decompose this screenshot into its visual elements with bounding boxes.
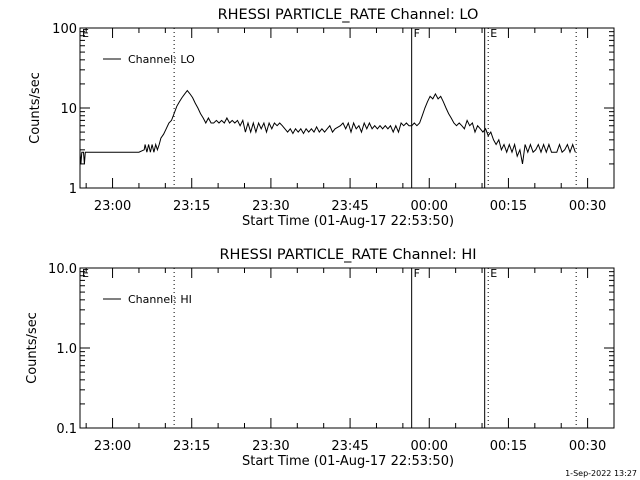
x-tick-label: 23:30 xyxy=(252,199,289,214)
x-tick-label: 00:15 xyxy=(490,439,527,454)
x-axis-label: Start Time (01-Aug-17 22:53:50) xyxy=(242,214,454,229)
x-tick-label: 23:45 xyxy=(331,199,368,214)
x-tick-label: 23:15 xyxy=(173,439,210,454)
plot-frame xyxy=(79,27,615,189)
y-axis-label: Counts/sec xyxy=(28,72,43,144)
x-tick-label: 23:45 xyxy=(331,439,368,454)
x-tick-label: 23:00 xyxy=(94,199,131,214)
x-tick-label: 23:30 xyxy=(252,439,289,454)
y-tick-label: 1.0 xyxy=(56,342,77,357)
x-tick-label: 23:00 xyxy=(94,439,131,454)
legend-entry: Channel: HI xyxy=(128,293,192,306)
footer-timestamp: 1-Sep-2022 13:27 xyxy=(565,469,637,478)
plot-frame xyxy=(79,267,615,429)
x-tick-label: 00:00 xyxy=(411,199,448,214)
event-marker-label: E xyxy=(490,267,497,280)
y-tick-label: 10.0 xyxy=(48,262,77,277)
y-tick-label: 100 xyxy=(52,22,77,37)
event-marker-label: E xyxy=(490,27,497,40)
legend-entry: Channel: LO xyxy=(128,53,195,66)
x-axis-label: Start Time (01-Aug-17 22:53:50) xyxy=(242,454,454,469)
event-marker-label: F xyxy=(414,27,420,40)
y-tick-label: 1 xyxy=(69,182,77,197)
y-tick-label: 10 xyxy=(60,102,77,117)
event-marker-label: F xyxy=(414,267,420,280)
x-tick-label: 00:30 xyxy=(569,439,606,454)
y-axis-label: Counts/sec xyxy=(25,312,40,384)
series-line xyxy=(79,89,576,164)
x-tick-label: 00:00 xyxy=(411,439,448,454)
event-marker-label: E xyxy=(82,267,89,280)
x-tick-label: 23:15 xyxy=(173,199,210,214)
x-tick-label: 00:15 xyxy=(490,199,527,214)
chart-title: RHESSI PARTICLE_RATE Channel: LO xyxy=(218,7,479,23)
panel-lo: RHESSI PARTICLE_RATE Channel: LO Start T… xyxy=(28,7,615,229)
y-tick-label: 0.1 xyxy=(56,422,77,437)
x-tick-label: 00:30 xyxy=(569,199,606,214)
chart-title: RHESSI PARTICLE_RATE Channel: HI xyxy=(219,247,476,263)
event-marker-label: E xyxy=(82,27,89,40)
panel-hi: RHESSI PARTICLE_RATE Channel: HI Start T… xyxy=(25,247,615,469)
